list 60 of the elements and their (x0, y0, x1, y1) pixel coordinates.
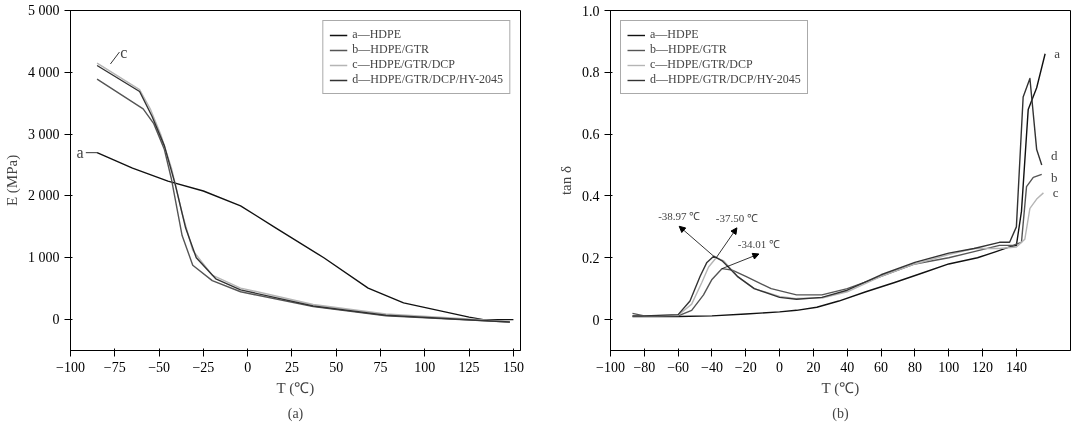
legend-label: b—HDPE/GTR (650, 42, 727, 57)
x-tick-label: −80 (633, 359, 656, 375)
y-tick-label: 1 000 (28, 250, 60, 266)
text: (a) (287, 405, 304, 422)
x-tick-label: 120 (972, 359, 994, 375)
y-axis-title: tan δ (558, 165, 574, 196)
x-tick-label: 125 (458, 359, 480, 375)
line-series (96, 151, 515, 321)
y-tick-label: 0.8 (582, 65, 600, 81)
annotation: -34.01 ℃ (737, 237, 780, 250)
x-tick-label: 100 (414, 359, 436, 375)
legend-label: d—HDPE/GTR/DCP/HY-2045 (352, 72, 503, 87)
x-tick-label: 60 (874, 359, 889, 375)
x-tick-label: −20 (734, 359, 757, 375)
legend-label: d—HDPE/GTR/DCP/HY-2045 (650, 72, 801, 87)
x-tick-label: 20 (806, 359, 821, 375)
x-tick-label: 0 (244, 359, 252, 375)
y-tick-label: 2 000 (28, 188, 60, 204)
x-tick-label: 50 (329, 359, 344, 375)
x-tick-label: 100 (938, 359, 960, 375)
annotation: c (1052, 185, 1059, 201)
x-tick-label: 25 (284, 359, 299, 375)
y-tick-label: 0.2 (582, 250, 600, 266)
x-tick-label: 40 (840, 359, 855, 375)
y-tick-label: 4 000 (28, 64, 60, 80)
legend-label: a—HDPE (352, 27, 401, 42)
legend-label: b—HDPE/GTR (352, 42, 429, 57)
x-tick-label: −40 (701, 359, 723, 375)
y-tick-label: 0.4 (582, 188, 600, 204)
y-tick-label: 0.6 (582, 127, 600, 143)
annotation: a (76, 144, 84, 162)
x-tick-label: 80 (907, 359, 922, 375)
x-axis-title: T (℃) (821, 379, 860, 397)
x-tick-label: −25 (192, 359, 215, 375)
x-tick-label: −75 (103, 359, 126, 375)
annotation: a (1054, 46, 1061, 62)
x-tick-label: 0 (776, 359, 784, 375)
x-tick-label: 140 (1005, 359, 1027, 375)
x-tick-label: −100 (56, 359, 85, 375)
annotation: -38.97 ℃ (658, 210, 701, 223)
legend-label: a—HDPE (650, 27, 699, 42)
annotation: -37.50 ℃ (715, 211, 758, 224)
x-tick-label: 150 (502, 359, 524, 375)
legend-label: c—HDPE/GTR/DCP (650, 57, 753, 72)
x-tick-label: −50 (148, 359, 171, 375)
y-tick-label: 3 000 (28, 126, 60, 142)
annotation: b (1050, 169, 1058, 185)
text: (b) (832, 405, 849, 422)
x-axis-title: T (℃) (276, 379, 315, 397)
y-tick-label: 5 000 (28, 3, 60, 18)
y-tick-label: 0 (52, 312, 60, 328)
annotation: d (1050, 148, 1058, 164)
x-tick-label: −60 (667, 359, 690, 375)
y-tick-label: 0 (592, 312, 600, 328)
annotation: c (120, 43, 128, 61)
x-tick-label: −100 (596, 359, 625, 375)
x-tick-label: 75 (373, 359, 388, 375)
y-axis-title: E (MPa) (4, 154, 21, 207)
y-tick-label: 1.0 (582, 3, 600, 19)
legend-label: c—HDPE/GTR/DCP (352, 57, 455, 72)
